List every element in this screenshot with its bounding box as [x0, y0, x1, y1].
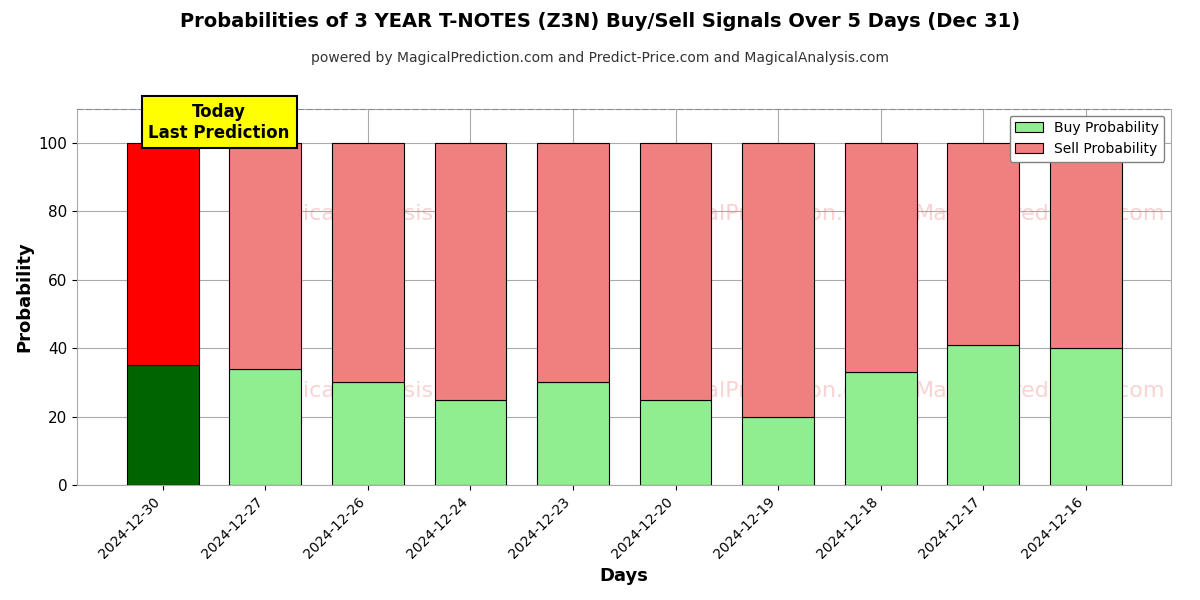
Bar: [538, 382, 608, 485]
Bar: [434, 143, 506, 400]
Text: MagicalPrediction.com: MagicalPrediction.com: [914, 381, 1165, 401]
Bar: [127, 365, 199, 485]
Text: MagicalPrediction.com: MagicalPrediction.com: [641, 204, 892, 224]
Text: Probabilities of 3 YEAR T-NOTES (Z3N) Buy/Sell Signals Over 5 Days (Dec 31): Probabilities of 3 YEAR T-NOTES (Z3N) Bu…: [180, 12, 1020, 31]
Legend: Buy Probability, Sell Probability: Buy Probability, Sell Probability: [1009, 116, 1164, 161]
Bar: [1050, 348, 1122, 485]
Text: MagicalPrediction.com: MagicalPrediction.com: [914, 204, 1165, 224]
Bar: [538, 143, 608, 382]
Bar: [434, 400, 506, 485]
Bar: [127, 143, 199, 365]
Bar: [332, 143, 403, 382]
Bar: [742, 143, 814, 416]
Text: MagicalPrediction.com: MagicalPrediction.com: [641, 381, 892, 401]
Bar: [1050, 143, 1122, 348]
X-axis label: Days: Days: [600, 567, 649, 585]
Text: Today
Last Prediction: Today Last Prediction: [149, 103, 290, 142]
Text: powered by MagicalPrediction.com and Predict-Price.com and MagicalAnalysis.com: powered by MagicalPrediction.com and Pre…: [311, 51, 889, 65]
Bar: [742, 416, 814, 485]
Bar: [947, 143, 1019, 345]
Text: MagicalAnalysis.com: MagicalAnalysis.com: [257, 204, 488, 224]
Bar: [845, 372, 917, 485]
Text: MagicalAnalysis.com: MagicalAnalysis.com: [257, 381, 488, 401]
Bar: [229, 369, 301, 485]
Y-axis label: Probability: Probability: [14, 242, 32, 352]
Bar: [640, 143, 712, 400]
Bar: [947, 345, 1019, 485]
Bar: [640, 400, 712, 485]
Bar: [229, 143, 301, 369]
Bar: [845, 143, 917, 372]
Bar: [332, 382, 403, 485]
